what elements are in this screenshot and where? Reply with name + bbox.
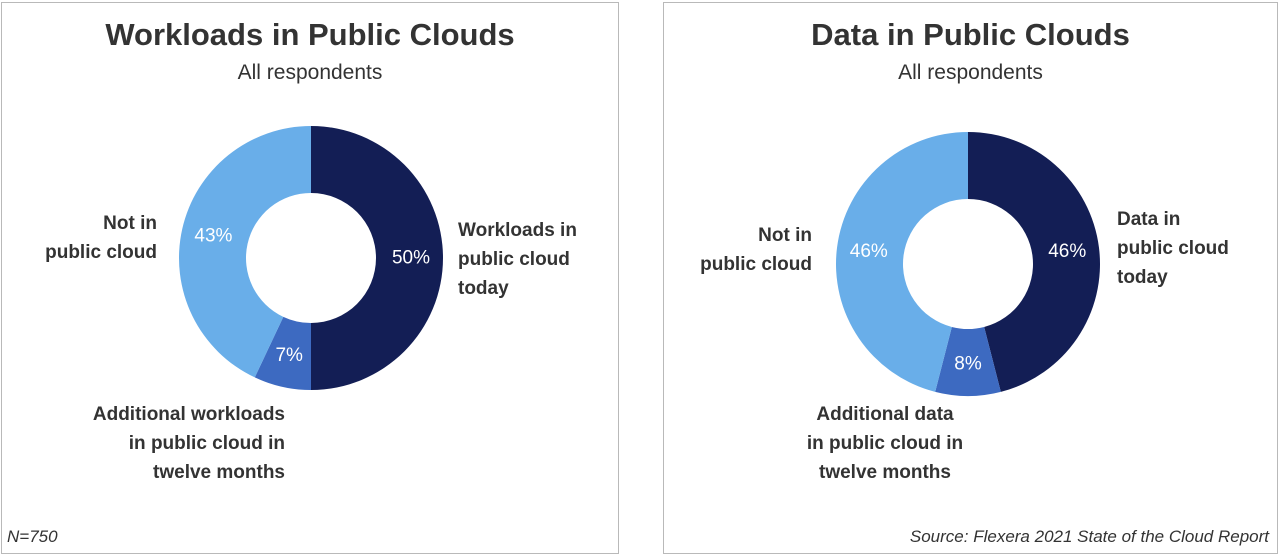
data-label-not-in-cloud: 46% [850, 241, 888, 262]
label-line: public cloud [458, 249, 570, 270]
data-label-additional: 7% [275, 345, 303, 366]
slice-additional [935, 326, 1001, 396]
slice-not-in-cloud [179, 126, 311, 378]
category-label-additional: Additional workloads in public cloud in … [93, 400, 285, 487]
slice-today [311, 126, 443, 390]
label-line: public cloud [700, 254, 812, 275]
chart-panel-data: Data in Public Clouds All respondents 46… [663, 2, 1278, 554]
slice-not-in-cloud [836, 132, 968, 392]
label-line: twelve months [819, 462, 951, 483]
label-line: public cloud [1117, 238, 1229, 259]
slice-additional [254, 316, 311, 390]
label-line: Additional workloads [92, 404, 285, 425]
chart-subtitle: All respondents [237, 61, 383, 84]
chart-title: Workloads in Public Clouds [105, 17, 515, 52]
label-line: today [458, 278, 509, 299]
donut-chart-workloads: 50% 7% 43% [179, 126, 443, 390]
category-label-not-in-cloud: Not in public cloud [45, 209, 157, 267]
label-line: twelve months [153, 462, 285, 483]
label-line: in public cloud in [806, 433, 964, 454]
label-line: Not in [758, 225, 812, 246]
label-line: public cloud [45, 242, 157, 263]
label-line: Additional data [816, 404, 954, 425]
label-line: Not in [103, 213, 157, 234]
slice-today [968, 132, 1100, 392]
category-label-not-in-cloud: Not in public cloud [700, 221, 812, 279]
label-line: Data in [1117, 209, 1181, 230]
data-label-today: 46% [1048, 241, 1086, 262]
chart-title: Data in Public Clouds [811, 17, 1130, 52]
category-label-today: Workloads in public cloud today [458, 216, 577, 303]
label-line: today [1117, 267, 1168, 288]
category-label-today: Data in public cloud today [1117, 205, 1229, 292]
chart-panel-workloads: Workloads in Public Clouds All responden… [1, 2, 619, 554]
label-line: Workloads in [458, 220, 577, 241]
label-line: in public cloud in [128, 433, 285, 454]
category-label-additional: Additional data in public cloud in twelv… [781, 400, 989, 487]
data-label-not-in-cloud: 43% [194, 226, 232, 247]
footnote-sample-size: N=750 [7, 527, 58, 546]
donut-chart-data: 46% 8% 46% [836, 132, 1100, 396]
footnote-source: Source: Flexera 2021 State of the Cloud … [909, 527, 1269, 546]
data-label-additional: 8% [954, 354, 982, 375]
data-label-today: 50% [392, 248, 430, 269]
chart-subtitle: All respondents [898, 61, 1043, 84]
